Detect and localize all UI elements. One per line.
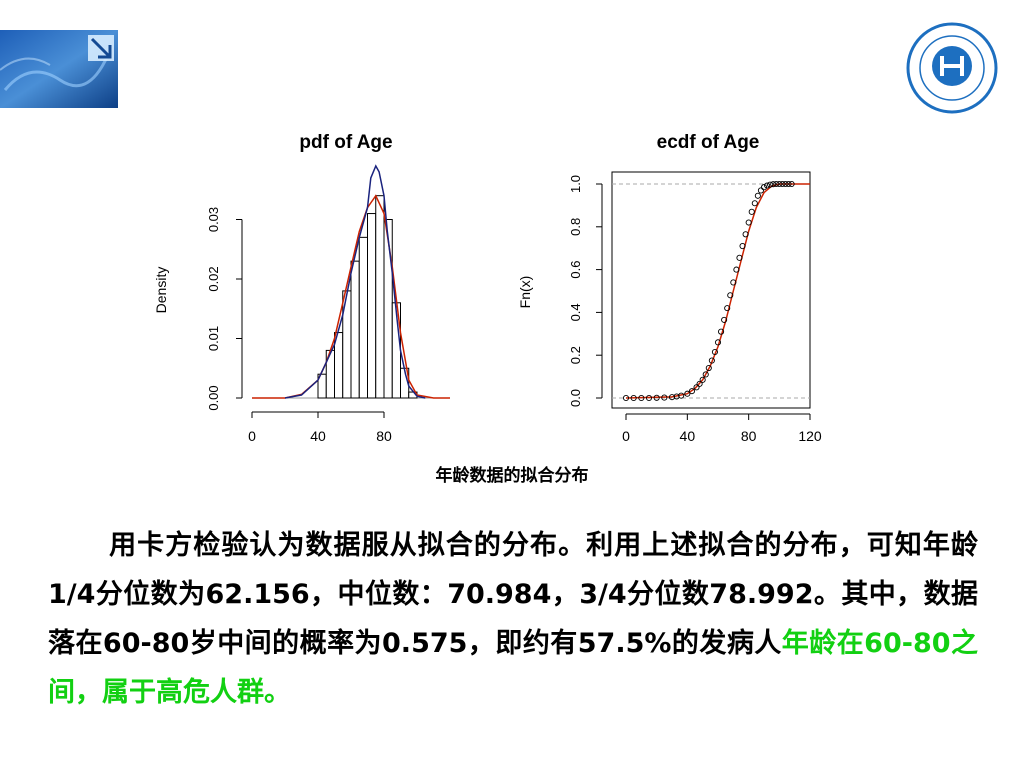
ecdf-point (779, 180, 786, 188)
pdf-x-axis: 0 40 80 (248, 397, 450, 444)
ecdf-point (757, 187, 764, 194)
ecdf-point (770, 181, 777, 188)
ecdf-point (708, 357, 715, 364)
ecdf-chart-title: ecdf of Age (657, 132, 760, 153)
ecdf-point (764, 182, 771, 189)
paragraph-main-text: 用卡方检验认为数据服从拟合的分布。利用上述拟合的分布，可知年龄1/4分位数为62… (48, 530, 978, 659)
ecdf-point (653, 394, 660, 401)
ecdf-point (645, 394, 653, 402)
ecdf-point (724, 305, 731, 312)
ecdf-x-tick-label: 80 (741, 428, 757, 444)
ecdf-point (696, 380, 703, 387)
ecdf-point (785, 180, 792, 188)
ecdf-point (714, 339, 722, 346)
ecdf-point (638, 394, 645, 402)
ecdf-x-tick-label: 40 (680, 428, 696, 444)
ecdf-point (693, 384, 700, 391)
ecdf-point (688, 388, 695, 395)
ecdf-point (788, 180, 795, 188)
pdf-y-tick-label: 0.00 (206, 385, 221, 410)
ecdf-point (673, 393, 680, 400)
ecdf-y-tick-label: 1.0 (568, 175, 583, 193)
pdf-chart: pdf of Age Density 0.00 0.01 0.02 0.03 0 40 8… (153, 132, 450, 444)
ecdf-point (773, 180, 780, 188)
ecdf-point (727, 292, 734, 299)
charts-area: pdf of Age Density 0.000.010.020.03 0 40 8… (153, 132, 822, 444)
body-paragraph: 用卡方检验认为数据服从拟合的分布。利用上述拟合的分布，可知年龄1/4分位数为62… (48, 521, 978, 717)
figure-caption: 年龄数据的拟合分布 (435, 466, 589, 486)
ecdf-point (668, 394, 676, 401)
pdf-chart-title: pdf of Age (299, 132, 392, 153)
ecdf-points (622, 180, 795, 402)
ecdf-y-axis: 0.0 0.2 0.4 0.6 0.8 1.0 (568, 175, 603, 407)
ecdf-y-tick-label: 0.2 (568, 346, 583, 364)
ecdf-point (730, 279, 737, 286)
ecdf-point (782, 180, 789, 188)
ecdf-point (751, 200, 758, 207)
ecdf-x-axis: 0 40 80 120 (622, 413, 822, 444)
ecdf-point (678, 392, 685, 399)
ecdf-point (754, 192, 761, 199)
ecdf-point (739, 243, 746, 250)
pdf-x-tick-label: 0 (248, 428, 256, 444)
ecdf-y-tick-label: 0.8 (568, 218, 583, 236)
ecdf-point (718, 328, 725, 335)
pdf-y-axis: 0.00 0.01 0.02 0.03 (206, 207, 243, 411)
pdf-histogram-bar (358, 236, 368, 399)
ecdf-point (721, 316, 728, 323)
pdf-x-tick-label: 80 (376, 428, 392, 444)
pdf-histogram-bar (375, 195, 385, 399)
ecdf-y-tick-label: 0.6 (568, 261, 583, 279)
ecdf-point (705, 364, 712, 372)
ecdf-point (699, 376, 706, 383)
ecdf-point (742, 231, 749, 238)
ecdf-point (684, 390, 691, 397)
pdf-histogram-bar (350, 260, 360, 399)
ecdf-point (767, 181, 774, 188)
ecdf-chart-ylabel: Fn(x) (517, 276, 533, 309)
ecdf-fit-curve (625, 183, 810, 399)
pdf-histogram-bar (367, 213, 377, 399)
pdf-density-curve (284, 164, 426, 399)
ecdf-point (711, 348, 718, 356)
pdf-histogram-bars (317, 195, 418, 399)
ecdf-point (733, 266, 740, 273)
pdf-y-tick-label: 0.03 (206, 207, 221, 232)
pdf-chart-ylabel: Density (153, 267, 169, 314)
ecdf-point (745, 219, 752, 226)
ecdf-point (776, 180, 783, 188)
decorative-corner-image (0, 30, 118, 108)
ecdf-point (702, 371, 709, 378)
ecdf-plot-frame (611, 171, 811, 409)
ecdf-point (736, 254, 743, 261)
pdf-y-tick-label: 0.01 (206, 326, 221, 351)
ecdf-x-tick-label: 0 (622, 428, 630, 444)
ecdf-point (748, 208, 755, 215)
ecdf-y-tick-label: 0.0 (568, 389, 583, 407)
pdf-y-tick-label: 0.02 (206, 266, 221, 291)
paragraph-highlight-text: 年龄在60-80之间，属于高危人群。 (48, 628, 978, 708)
ecdf-point (760, 184, 768, 191)
pdf-histogram-bar (383, 219, 393, 399)
ecdf-point (661, 394, 668, 401)
ecdf-x-tick-label: 120 (798, 428, 822, 444)
pdf-x-tick-label: 40 (310, 428, 326, 444)
ecdf-point (630, 394, 637, 402)
university-logo (906, 22, 998, 114)
ecdf-point (622, 394, 630, 402)
ecdf-chart: ecdf of Age Fn(x) 0.0 0.2 0.4 0.6 0.8 1.0 0 40… (517, 132, 822, 444)
ecdf-y-tick-label: 0.4 (568, 303, 583, 321)
